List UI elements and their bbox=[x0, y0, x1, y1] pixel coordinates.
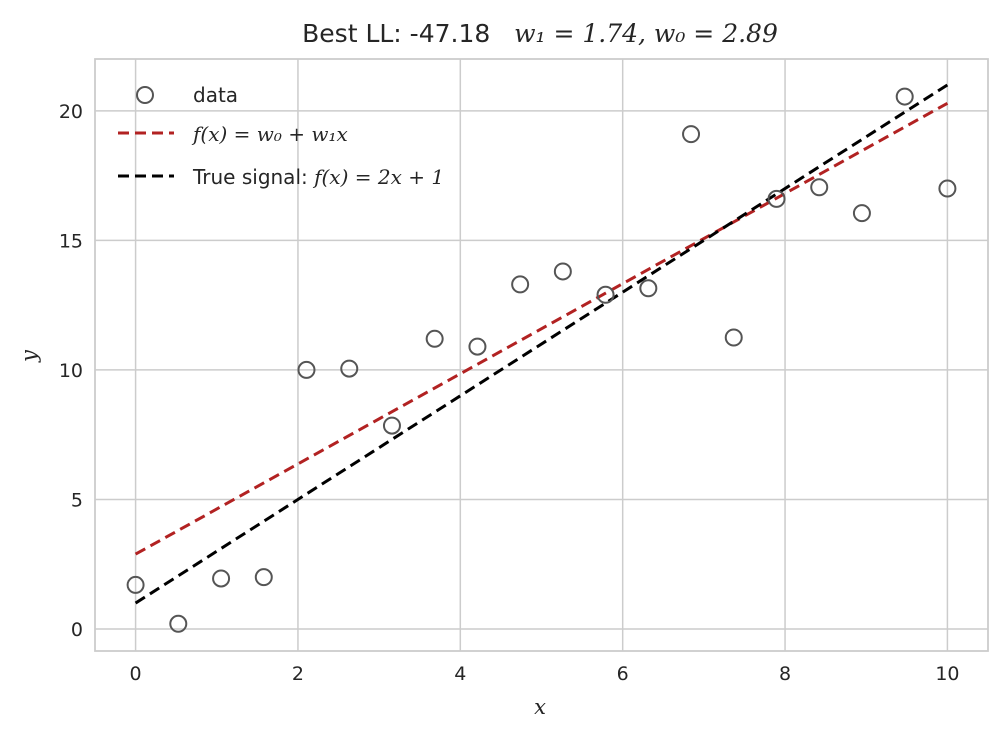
tick-labels: 0 2 4 6 8 10 0 5 10 15 20 bbox=[59, 101, 960, 685]
data-point bbox=[596, 285, 615, 304]
legend-true-prefix: True signal: bbox=[192, 165, 314, 189]
series-line bbox=[134, 101, 949, 556]
data-point bbox=[468, 337, 487, 356]
data-point bbox=[297, 360, 316, 379]
data-point bbox=[382, 416, 401, 435]
x-tick-label: 10 bbox=[935, 663, 959, 685]
chart-title-prefix: Best LL: -47.18 bbox=[302, 19, 514, 48]
x-tick-label: 0 bbox=[130, 663, 142, 685]
x-tick-label: 2 bbox=[292, 663, 304, 685]
data-point bbox=[682, 125, 701, 144]
legend-data-label: data bbox=[193, 83, 238, 107]
legend: data f(x) = w₀ + w₁x True signal: f(x) =… bbox=[118, 83, 444, 189]
y-tick-label: 15 bbox=[59, 230, 83, 252]
data-point bbox=[425, 329, 444, 348]
y-tick-label: 0 bbox=[71, 619, 83, 641]
y-tick-label: 5 bbox=[71, 489, 83, 511]
data-point bbox=[126, 575, 145, 594]
legend-fit-label: f(x) = w₀ + w₁x bbox=[191, 122, 348, 146]
series-line bbox=[134, 83, 949, 605]
data-point bbox=[639, 279, 658, 298]
y-tick-label: 10 bbox=[59, 360, 83, 382]
data-point bbox=[810, 178, 829, 197]
chart-title: Best LL: -47.18 w₁ = 1.74, w₀ = 2.89 bbox=[302, 19, 778, 48]
data-point bbox=[254, 568, 273, 587]
legend-true-formula: f(x) = 2x + 1 bbox=[312, 165, 444, 189]
data-point bbox=[767, 189, 786, 208]
y-tick-label: 20 bbox=[59, 101, 83, 123]
grid-lines bbox=[95, 59, 988, 651]
x-tick-label: 6 bbox=[617, 663, 629, 685]
data-point bbox=[169, 614, 188, 633]
data-point bbox=[895, 87, 914, 106]
data-point bbox=[724, 328, 743, 347]
plot-border bbox=[94, 58, 989, 652]
data-point bbox=[212, 569, 231, 588]
x-tick-label: 4 bbox=[454, 663, 466, 685]
x-axis-label: x bbox=[534, 695, 546, 719]
data-point bbox=[852, 204, 871, 223]
legend-true-label: True signal: f(x) = 2x + 1 bbox=[192, 165, 444, 189]
y-axis-label: y bbox=[17, 349, 41, 363]
plot-frame bbox=[94, 58, 989, 652]
data-point bbox=[511, 275, 530, 294]
plot-series bbox=[126, 83, 957, 633]
data-point bbox=[553, 262, 572, 281]
data-point bbox=[938, 179, 957, 198]
legend-data-marker bbox=[136, 86, 154, 104]
chart-title-formula: w₁ = 1.74, w₀ = 2.89 bbox=[514, 19, 778, 48]
data-point bbox=[340, 359, 359, 378]
x-tick-label: 8 bbox=[779, 663, 791, 685]
